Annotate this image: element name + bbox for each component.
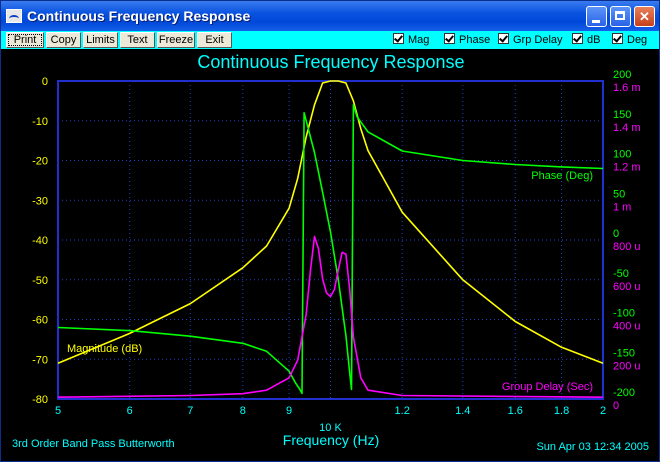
mag-checkbox-label: Mag [408, 34, 430, 46]
y-right-phase-tick-label: 200 [613, 69, 631, 81]
timestamp: Sun Apr 03 12:34 2005 [536, 441, 649, 453]
y-right-delay-tick-label: 1.2 m [613, 162, 641, 174]
y-left-tick-label: 0 [42, 76, 48, 88]
db-checkbox-label: dB [587, 34, 601, 46]
group-delay-series-label: Group Delay (Sec) [502, 381, 593, 393]
phase-line [57, 103, 604, 395]
y-right-delay-tick-label: 1 m [613, 201, 631, 213]
y-right-delay-tick-label: 1.6 m [613, 82, 641, 94]
grp-delay-checkbox[interactable]: Grp Delay [498, 33, 563, 47]
mag-checkbox[interactable]: Mag [393, 33, 429, 47]
y-right-phase-tick-label: 50 [613, 188, 625, 200]
y-left-tick-label: -80 [32, 394, 48, 406]
limits-button[interactable]: Limits [83, 32, 118, 48]
x-tick-label: 10 K [319, 422, 342, 434]
minimize-button[interactable] [586, 6, 607, 27]
toolbar: Print Copy Limits Text Freeze Exit Mag P… [1, 31, 659, 49]
y-right-phase-tick-label: -100 [613, 308, 635, 320]
magnitude-series-label: Magnitude (dB) [67, 343, 142, 355]
x-axis-label: Frequency (Hz) [283, 432, 379, 448]
filter-description: 3rd Order Band Pass Butterworth [12, 438, 175, 450]
copy-button[interactable]: Copy [46, 32, 81, 48]
text-button[interactable]: Text [120, 32, 155, 48]
y-right-phase-tick-label: 100 [613, 149, 631, 161]
x-tick-label: 2 [600, 405, 606, 417]
y-right-phase-tick-label: -200 [613, 387, 635, 399]
deg-checkbox-label: Deg [627, 34, 648, 46]
checkbox-check-icon[interactable] [498, 33, 509, 44]
x-tick-label: 8 [240, 405, 246, 417]
x-tick-label: 1.2 [395, 405, 410, 417]
deg-checkbox[interactable]: Deg [612, 33, 647, 47]
y-left-tick-label: -10 [32, 116, 48, 128]
close-button[interactable]: ✕ [634, 6, 655, 27]
y-right-delay-tick-label: 0 [613, 400, 619, 412]
x-tick-label: 1.8 [554, 405, 569, 417]
exit-button[interactable]: Exit [197, 32, 232, 48]
y-right-phase-tick-label: -50 [613, 268, 629, 280]
y-left-tick-label: -70 [32, 354, 48, 366]
x-tick-label: 9 [286, 405, 292, 417]
app-icon[interactable] [6, 9, 22, 23]
checkbox-check-icon[interactable] [444, 33, 455, 44]
x-tick-label: 5 [55, 405, 61, 417]
y-left-tick-label: -30 [32, 195, 48, 207]
y-right-delay-tick-label: 200 u [613, 360, 641, 372]
x-tick-label: 1.4 [455, 405, 470, 417]
y-left-tick-label: -40 [32, 235, 48, 247]
phase-checkbox-label: Phase [459, 34, 491, 46]
maximize-button[interactable] [610, 6, 631, 27]
x-tick-label: 6 [127, 405, 133, 417]
y-right-phase-tick-label: 150 [613, 109, 631, 121]
y-right-phase-tick-label: -150 [613, 347, 635, 359]
x-tick-label: 7 [187, 405, 193, 417]
x-tick-label: 1.6 [508, 405, 523, 417]
grid [58, 81, 603, 399]
checkbox-check-icon[interactable] [572, 33, 583, 44]
chart-title: Continuous Frequency Response [197, 52, 464, 72]
checkbox-check-icon[interactable] [393, 33, 404, 44]
window-title: Continuous Frequency Response [27, 8, 251, 24]
y-right-delay-tick-label: 800 u [613, 241, 641, 253]
title-bar[interactable]: Continuous Frequency Response ✕ [1, 1, 659, 31]
y-right-phase-tick-label: 0 [613, 228, 619, 240]
y-left-tick-label: -60 [32, 315, 48, 327]
phase-series-label: Phase (Deg) [531, 170, 593, 182]
group-delay-line [57, 235, 604, 398]
series-layer [57, 80, 604, 398]
y-right-delay-tick-label: 1.4 m [613, 122, 641, 134]
phase-checkbox[interactable]: Phase [444, 33, 490, 47]
grp-delay-checkbox-label: Grp Delay [513, 34, 563, 46]
y-left-tick-label: -20 [32, 156, 48, 168]
print-button[interactable]: Print [6, 32, 44, 48]
freeze-button[interactable]: Freeze [157, 32, 195, 48]
db-checkbox[interactable]: dB [572, 33, 600, 47]
y-right-delay-tick-label: 400 u [613, 321, 641, 333]
y-right-delay-tick-label: 600 u [613, 281, 641, 293]
checkbox-check-icon[interactable] [612, 33, 623, 44]
y-left-tick-label: -50 [32, 275, 48, 287]
magnitude-line [57, 80, 604, 364]
